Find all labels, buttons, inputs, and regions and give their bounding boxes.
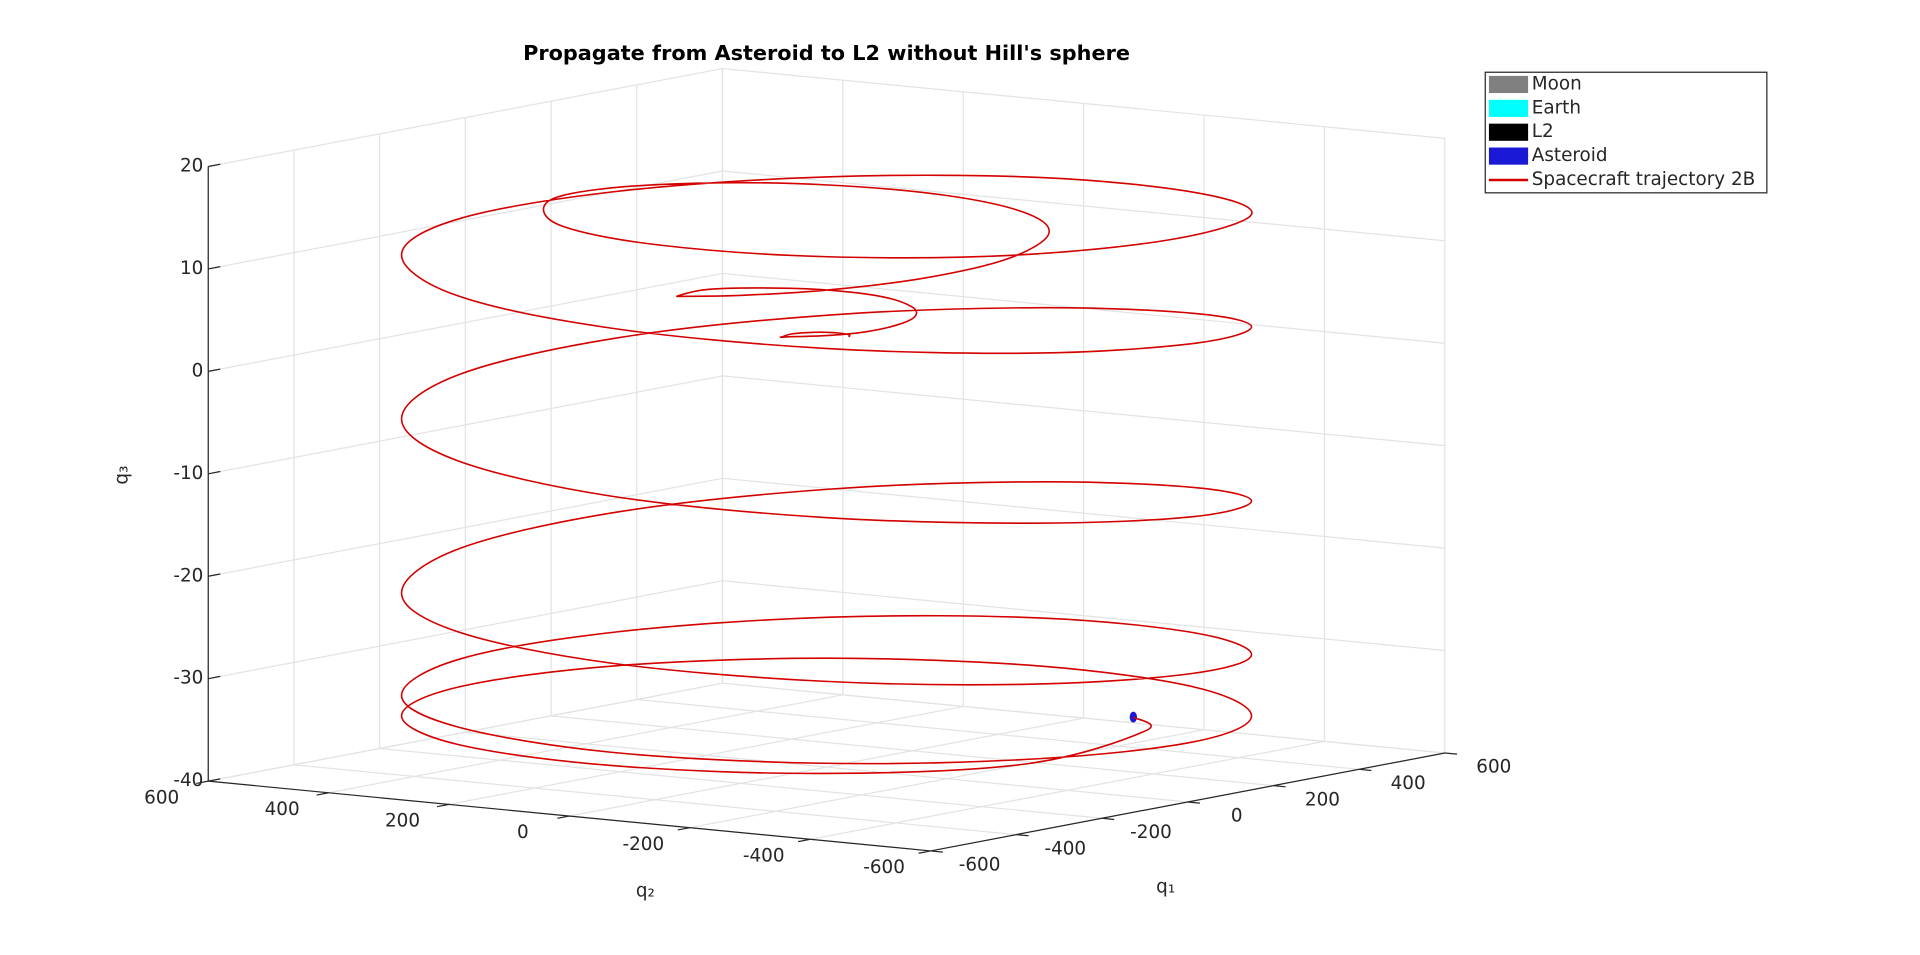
x-tick-label: 600 — [1476, 757, 1511, 778]
legend-swatch — [1488, 147, 1529, 165]
y-tick — [196, 780, 209, 785]
legend-label: Earth — [1532, 97, 1581, 118]
y-tick — [918, 850, 931, 854]
grid-line — [689, 115, 1205, 829]
y-tick — [557, 815, 570, 819]
z-tick-label: 0 — [192, 360, 204, 381]
x-tick-label: -600 — [959, 855, 1001, 876]
grid-line — [464, 117, 1188, 803]
y-tick-label: -200 — [622, 834, 664, 855]
y-tick — [436, 803, 450, 808]
x-tick — [1101, 817, 1115, 821]
z-tick-label: -20 — [173, 565, 203, 586]
y-tick-label: -600 — [863, 857, 905, 878]
trajectory-line — [400, 174, 1253, 775]
x-axis-label: q₁ — [1156, 877, 1175, 898]
grid-line — [208, 580, 1445, 680]
legend-swatch — [1488, 99, 1529, 117]
z-tick — [208, 163, 221, 168]
legend-label: Moon — [1532, 73, 1582, 94]
x-tick — [1359, 768, 1372, 772]
y-tick-label: 600 — [144, 787, 179, 808]
z-tick-label: 20 — [180, 156, 203, 177]
grid-line — [810, 126, 1326, 840]
y-tick — [316, 792, 329, 796]
chart-title: Propagate from Asteroid to L2 without Hi… — [523, 41, 1130, 65]
y-tick — [677, 827, 690, 831]
x-tick — [1016, 833, 1029, 837]
grid-line — [208, 67, 1445, 168]
x-tick-label: 0 — [1231, 806, 1243, 827]
grid-line — [930, 138, 1446, 852]
x-tick — [930, 850, 943, 853]
y-tick — [798, 838, 811, 843]
z-tick — [208, 675, 221, 680]
z-tick-label: -40 — [173, 770, 203, 791]
grid-line — [550, 101, 1274, 787]
x-tick-label: 200 — [1305, 789, 1340, 810]
grid-line — [208, 682, 1445, 782]
x-tick-label: 400 — [1391, 773, 1426, 794]
z-tick-label: -30 — [173, 668, 203, 689]
z-tick-label: 10 — [180, 258, 203, 279]
z-tick — [208, 778, 221, 782]
x-tick — [1187, 801, 1200, 804]
grid-line — [208, 170, 1445, 270]
legend-label: Spacecraft trajectory 2B — [1532, 169, 1755, 190]
z-tick — [208, 266, 221, 270]
grid-line — [208, 477, 1445, 577]
legend-swatch — [1488, 123, 1529, 141]
y-axis-label: q₂ — [636, 880, 655, 901]
y-tick-label: 400 — [265, 799, 300, 820]
z-tick — [208, 573, 221, 577]
grid-line — [448, 91, 964, 806]
z-tick — [208, 368, 221, 372]
z-axis-label: q₃ — [112, 466, 133, 485]
grid-line — [208, 272, 1445, 372]
y-tick-label: -400 — [743, 845, 785, 866]
grid-line — [208, 375, 1445, 475]
x-tick — [1273, 785, 1286, 788]
x-tick-label: -200 — [1130, 822, 1172, 843]
y-tick-label: 200 — [385, 811, 420, 832]
legend-label: Asteroid — [1532, 145, 1608, 166]
legend-box — [1484, 71, 1768, 194]
grid-line — [379, 133, 1103, 819]
x-tick-label: -400 — [1044, 838, 1086, 859]
z-tick — [208, 470, 221, 475]
legend-label: L2 — [1532, 121, 1554, 142]
legend-swatch — [1488, 75, 1529, 94]
z-tick-label: -10 — [173, 463, 203, 484]
grid-line — [569, 103, 1085, 817]
x-tick — [1444, 752, 1458, 755]
y-tick-label: 0 — [517, 822, 529, 843]
